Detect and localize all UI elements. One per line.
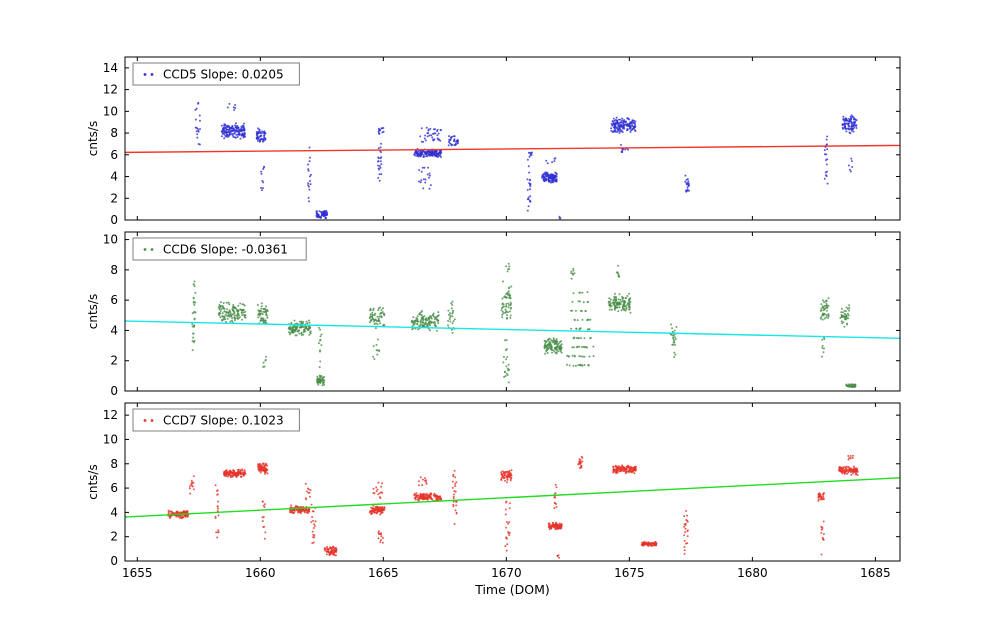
y-tick-label: 2 (110, 191, 118, 205)
trend-line (124, 320, 901, 339)
y-tick-label: 12 (103, 408, 118, 422)
y-tick-label: 6 (110, 293, 118, 307)
legend-marker-icon (150, 248, 154, 251)
x-tick-label: 1685 (860, 566, 891, 580)
x-tick-label: 1675 (614, 566, 645, 580)
x-tick-label: 1660 (245, 566, 276, 580)
y-tick-label: 4 (110, 323, 118, 337)
x-tick-label: 1670 (491, 566, 522, 580)
y-tick-label: 0 (110, 213, 118, 227)
scatter-points (194, 101, 858, 220)
trend-line (124, 477, 901, 518)
trend-line (124, 144, 901, 154)
x-tick-label: 1655 (122, 566, 153, 580)
y-axis-label: cnts/s (86, 464, 100, 499)
legend-box (132, 237, 307, 261)
legend-label: CCD6 Slope: -0.0361 (163, 243, 288, 257)
y-axis-label: cnts/s (86, 294, 100, 329)
y-tick-label: 8 (110, 263, 118, 277)
y-tick-label: 14 (103, 61, 118, 75)
subplot-ccd5: 0 2 4 6 8 10 12 14 cnts/s CCD5 Slope: 0.0205 (86, 56, 901, 227)
y-tick-label: 0 (110, 384, 118, 398)
legend-marker-icon (143, 73, 147, 76)
legend-label: CCD7 Slope: 0.1023 (163, 414, 284, 428)
y-tick-label: 2 (110, 354, 118, 368)
y-tick-label: 10 (103, 233, 118, 247)
y-tick-label: 4 (110, 170, 118, 184)
x-axis-label: Time (DOM) (474, 582, 550, 597)
legend-marker-icon (150, 73, 154, 76)
y-tick-label: 10 (103, 104, 118, 118)
legend: CCD6 Slope: -0.0361 (132, 237, 307, 261)
subplot-ccd6: 0 2 4 6 8 10 cnts/s CCD6 Slope: -0.0361 (86, 231, 901, 398)
y-tick-label: 8 (110, 457, 118, 471)
y-tick-label: 8 (110, 126, 118, 140)
y-tick-label: 0 (110, 554, 118, 568)
axes-frame (124, 402, 901, 562)
legend-box (132, 62, 300, 86)
legend-marker-icon (143, 419, 147, 422)
y-tick-label: 12 (103, 83, 118, 97)
y-tick-label: 4 (110, 505, 118, 519)
axes-frame (124, 231, 901, 392)
scatter-points (191, 262, 857, 389)
legend-marker-icon (143, 248, 147, 251)
legend: CCD7 Slope: 0.1023 (132, 408, 300, 432)
legend: CCD5 Slope: 0.0205 (132, 62, 300, 86)
legend-marker-icon (150, 419, 154, 422)
y-axis-label: cnts/s (86, 121, 100, 156)
x-tick-label: 1665 (368, 566, 399, 580)
x-tick-label: 1680 (737, 566, 768, 580)
y-tick-label: 6 (110, 481, 118, 495)
y-tick-label: 6 (110, 148, 118, 162)
y-tick-label: 2 (110, 530, 118, 544)
subplot-ccd7: 0 2 4 6 8 10 12 1655 1660 1665 1670 1675 1680 1685 cnt… (86, 402, 901, 580)
y-tick-label: 10 (103, 432, 118, 446)
axes-frame (124, 56, 901, 221)
legend-box (132, 408, 300, 432)
legend-label: CCD5 Slope: 0.0205 (163, 68, 284, 82)
